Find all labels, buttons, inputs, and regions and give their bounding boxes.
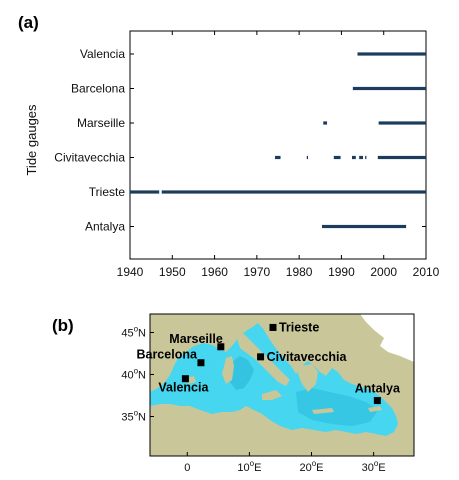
record-segment bbox=[321, 224, 407, 229]
station-label: Civitavecchia bbox=[267, 350, 348, 364]
x-tick-label: 1960 bbox=[201, 265, 228, 279]
station-marker bbox=[181, 375, 189, 383]
x-tick-label: 2000 bbox=[370, 265, 397, 279]
map-area bbox=[150, 314, 414, 456]
lon-tick-label: 0 bbox=[184, 462, 190, 474]
station-marker bbox=[269, 323, 277, 331]
greece bbox=[298, 364, 318, 392]
record-segment bbox=[378, 121, 426, 125]
y-tick-label: Barcelona bbox=[71, 82, 125, 96]
x-tick-label: 1950 bbox=[159, 265, 186, 279]
station-marker bbox=[373, 397, 381, 405]
y-tick-label: Civitavecchia bbox=[54, 151, 125, 165]
station-label: Valencia bbox=[158, 381, 209, 395]
record-segment bbox=[333, 155, 341, 160]
station-marker bbox=[197, 359, 205, 367]
panel-b-map: (b) 0 10oE 2 bbox=[52, 313, 415, 474]
panel-a-timeline-chart: (a) Tide gauges Valencia Barcelona Marseil… bbox=[18, 13, 440, 279]
y-tick-label: Valencia bbox=[80, 47, 125, 61]
plot-frame bbox=[129, 30, 427, 260]
x-tick-label: 1990 bbox=[328, 265, 355, 279]
record-segment bbox=[359, 155, 363, 160]
panel-b-label: (b) bbox=[52, 316, 74, 335]
sardinia-corsica bbox=[222, 356, 234, 384]
x-tick-label: 1940 bbox=[117, 265, 144, 279]
record-segment bbox=[306, 155, 309, 160]
blank-area-northeast bbox=[360, 314, 414, 362]
station-label: Antalya bbox=[355, 382, 401, 396]
lat-tick-label: 40oN bbox=[121, 366, 146, 381]
x-tick-label: 1970 bbox=[244, 265, 271, 279]
station-label: Marseille bbox=[169, 332, 223, 346]
record-segment bbox=[365, 155, 367, 160]
record-segment bbox=[275, 155, 281, 160]
lon-tick-label: 10oE bbox=[237, 459, 261, 474]
y-tick-label: Antalya bbox=[85, 220, 125, 234]
record-segment bbox=[161, 190, 426, 194]
y-axis-title: Tide gauges bbox=[24, 104, 39, 176]
sea-deep-shading bbox=[230, 356, 254, 390]
station-marker bbox=[257, 353, 265, 361]
x-tick-label: 1980 bbox=[286, 265, 313, 279]
y-tick-label: Trieste bbox=[89, 185, 126, 199]
record-segment bbox=[323, 121, 328, 125]
record-segment bbox=[352, 86, 426, 91]
lat-tick-label: 35oN bbox=[121, 409, 146, 424]
sicily bbox=[262, 390, 282, 400]
record-segment bbox=[130, 190, 160, 194]
sea-deep-shading-east bbox=[296, 388, 378, 426]
record-segment bbox=[377, 155, 426, 160]
lon-tick-label: 20oE bbox=[299, 459, 323, 474]
cyprus bbox=[368, 406, 382, 412]
station-label: Trieste bbox=[279, 320, 319, 334]
record-segment bbox=[357, 52, 426, 56]
x-tick-label: 2010 bbox=[413, 265, 440, 279]
station-marker bbox=[217, 343, 225, 351]
y-tick-label: Marseille bbox=[77, 116, 125, 130]
panel-a-label: (a) bbox=[18, 13, 39, 32]
lon-tick-label: 30oE bbox=[362, 459, 386, 474]
crete bbox=[312, 408, 334, 414]
lat-tick-label: 45oN bbox=[121, 324, 146, 339]
station-label: Barcelona bbox=[136, 348, 197, 362]
map-frame bbox=[149, 313, 415, 457]
record-segment bbox=[352, 155, 356, 160]
